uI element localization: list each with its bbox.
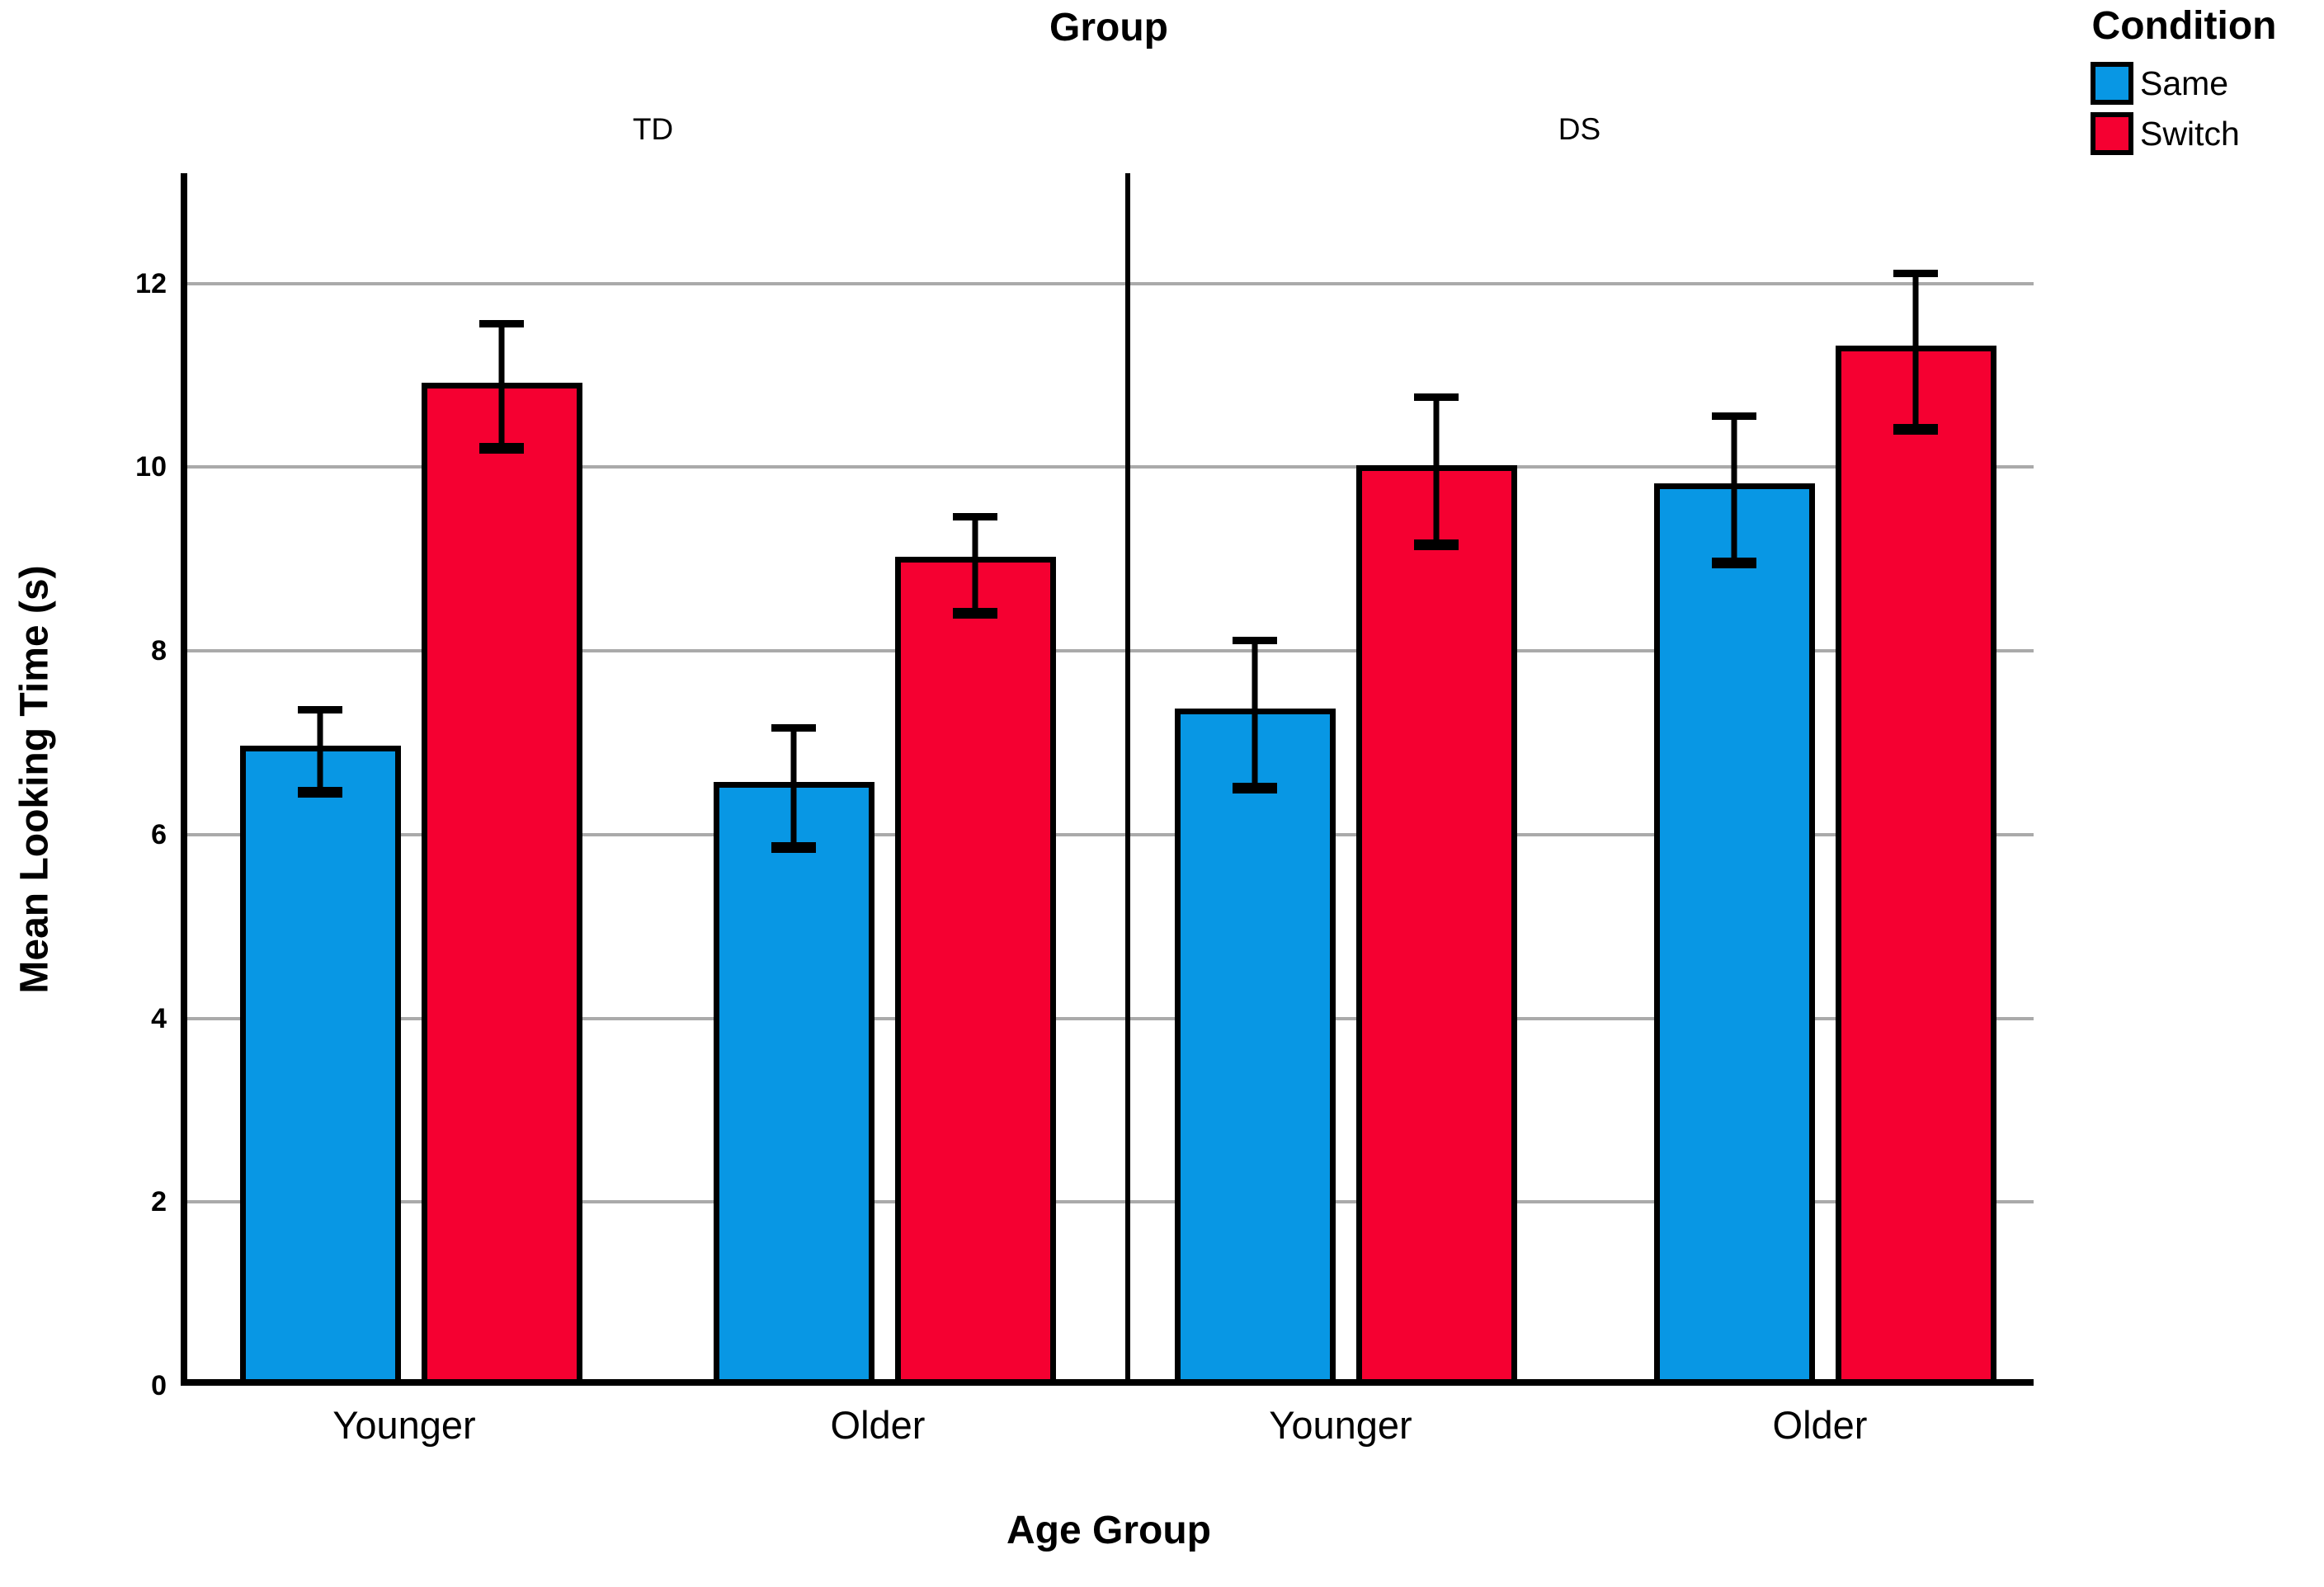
y-tick-label-0: 0: [151, 1370, 167, 1401]
gridline-y2: [1130, 1200, 2034, 1204]
error-bar-line: [1912, 269, 1919, 436]
error-bar-line: [1731, 412, 1737, 568]
error-bar-ds-older-same: [1712, 412, 1756, 568]
legend-item-label: Switch: [2140, 114, 2240, 153]
legend-item-label: Same: [2140, 64, 2229, 102]
error-bar-cap-top: [1712, 412, 1756, 420]
bar-ds-older-same: [1653, 483, 1815, 1379]
gridline-y4: [187, 1016, 1125, 1020]
error-bar-ds-younger-same: [1233, 637, 1277, 794]
legend-title: Condition: [2091, 4, 2277, 48]
gridline-y12: [1130, 281, 2034, 285]
error-bar-cap-top: [771, 724, 816, 732]
panel-td: [181, 173, 1125, 1386]
legend-swatch-switch: [2091, 112, 2133, 155]
legend: Condition Same Switch: [2044, 3, 2324, 162]
y-tick-label-12: 12: [135, 267, 167, 299]
x-category-label-older: Older: [830, 1403, 926, 1447]
chart-title: Group: [1049, 6, 1168, 49]
legend-items: Same Switch: [2044, 62, 2324, 155]
error-bar-cap-top: [1233, 637, 1277, 645]
error-bar-cap-bottom: [771, 842, 816, 854]
y-tick-label-8: 8: [151, 635, 167, 667]
error-bar-ds-older-switch: [1893, 269, 1938, 436]
error-bar-line: [317, 705, 323, 798]
x-category-label-younger: Younger: [1269, 1403, 1412, 1447]
error-bar-cap-top: [953, 513, 997, 521]
y-tick-label-6: 6: [151, 818, 167, 850]
error-bar-td-younger-switch: [479, 320, 524, 454]
bar-ds-older-switch: [1835, 346, 1996, 1379]
panel-label-td: TD: [632, 112, 674, 146]
gridline-y10: [187, 465, 1125, 469]
error-bar-cap-bottom: [953, 608, 997, 619]
gridline-y8: [187, 649, 1125, 653]
error-bar-td-older-switch: [953, 513, 997, 619]
bar-td-older-same: [713, 782, 874, 1379]
panel-ds: [1125, 173, 2034, 1386]
error-bar-line: [790, 724, 797, 854]
gridline-y6: [1130, 832, 2034, 836]
error-bar-cap-top: [298, 705, 342, 713]
x-category-label-older: Older: [1772, 1403, 1868, 1447]
bar-td-younger-same: [239, 745, 401, 1379]
x-category-label-younger: Younger: [332, 1403, 476, 1447]
error-bar-cap-top: [479, 320, 524, 328]
error-bar-ds-younger-switch: [1414, 393, 1459, 550]
error-bar-cap-top: [1893, 269, 1938, 277]
error-bar-cap-bottom: [298, 787, 342, 798]
y-tick-label-4: 4: [151, 1002, 167, 1034]
error-bar-cap-bottom: [1712, 557, 1756, 568]
bar-ds-younger-switch: [1355, 464, 1517, 1379]
gridline-y8: [1130, 649, 2034, 653]
error-bar-td-older-same: [771, 724, 816, 854]
error-bar-cap-bottom: [1414, 539, 1459, 550]
error-bar-cap-bottom: [1893, 424, 1938, 436]
error-bar-line: [1252, 637, 1258, 794]
gridline-y2: [187, 1200, 1125, 1204]
gridline-y10: [1130, 465, 2034, 469]
y-tick-label-2: 2: [151, 1186, 167, 1218]
error-bar-line: [498, 320, 505, 454]
error-bar-line: [972, 513, 978, 619]
y-tick-label-10: 10: [135, 451, 167, 483]
panel-label-ds: DS: [1558, 112, 1601, 146]
legend-swatch-same: [2091, 62, 2133, 105]
error-bar-td-younger-same: [298, 705, 342, 798]
x-axis-label: Age Group: [1006, 1509, 1211, 1552]
bar-td-younger-switch: [421, 382, 582, 1379]
gridline-y12: [187, 281, 1125, 285]
bar-td-older-switch: [894, 557, 1056, 1379]
error-bar-cap-bottom: [479, 442, 524, 454]
legend-item-switch: Switch: [2091, 112, 2324, 155]
error-bar-cap-bottom: [1233, 782, 1277, 794]
gridline-y6: [187, 832, 1125, 836]
error-bar-line: [1433, 393, 1440, 550]
bar-ds-younger-same: [1174, 709, 1336, 1379]
error-bar-cap-top: [1414, 393, 1459, 402]
gridline-y4: [1130, 1016, 2034, 1020]
legend-item-same: Same: [2091, 62, 2324, 105]
